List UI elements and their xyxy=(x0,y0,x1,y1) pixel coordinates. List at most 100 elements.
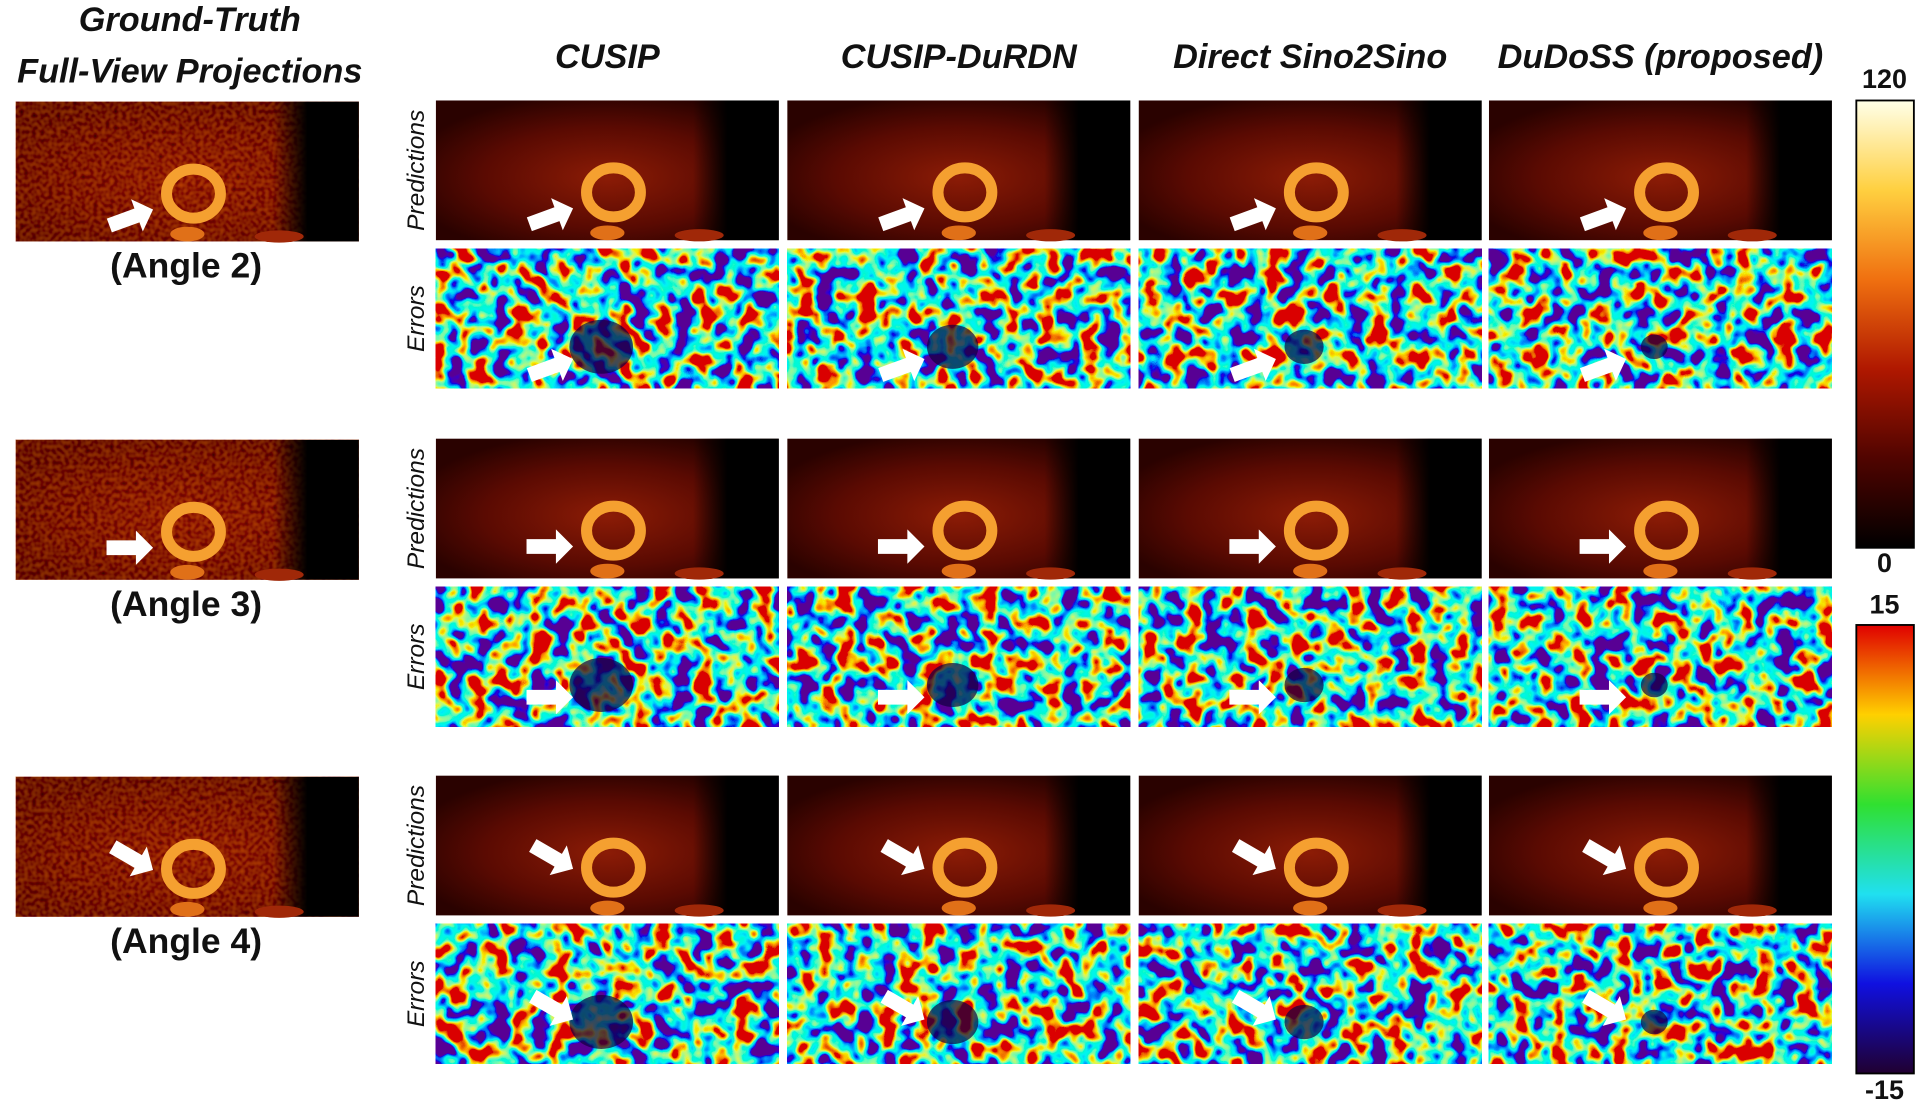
arrow xyxy=(526,198,574,232)
arrow xyxy=(529,839,574,876)
arrow xyxy=(877,680,925,715)
column-title: CUSIP-DuRDN xyxy=(841,38,1078,76)
blob xyxy=(254,230,304,243)
blob xyxy=(932,162,998,223)
arrow xyxy=(526,348,574,382)
error-map xyxy=(1488,923,1832,1064)
error-blob xyxy=(569,319,634,374)
error-map xyxy=(1138,923,1482,1064)
title-line: Ground-Truth xyxy=(79,1,301,39)
blob xyxy=(1727,567,1777,580)
blob xyxy=(1293,225,1328,241)
arrow xyxy=(1231,989,1276,1026)
colorbar-label: 15 xyxy=(1870,590,1900,620)
blob xyxy=(1634,500,1699,561)
colorbar-label: 120 xyxy=(1862,64,1907,94)
arrow xyxy=(1579,348,1627,382)
blob xyxy=(161,838,226,899)
arrow xyxy=(880,839,925,876)
blob xyxy=(1377,904,1427,917)
error-map xyxy=(1488,586,1832,727)
side-label: Errors xyxy=(403,960,430,1027)
arrow xyxy=(1229,348,1276,382)
blob xyxy=(1026,567,1076,580)
arrow xyxy=(1579,198,1627,232)
error-blob xyxy=(1640,672,1668,698)
blob xyxy=(932,837,998,898)
column-title: Direct Sino2Sino xyxy=(1173,38,1447,76)
side-label: Predictions xyxy=(403,110,430,231)
blob xyxy=(581,162,646,223)
side-label: Predictions xyxy=(403,448,430,569)
arrow xyxy=(526,529,574,564)
blob xyxy=(581,837,646,898)
blob xyxy=(170,564,205,580)
blob xyxy=(1283,162,1349,223)
blob xyxy=(581,500,646,561)
arrow xyxy=(878,348,925,382)
arrow xyxy=(1229,529,1276,564)
arrow xyxy=(526,680,574,715)
error-blob xyxy=(569,658,634,712)
row-label: (Angle 3) xyxy=(110,584,262,624)
blob xyxy=(1727,904,1777,917)
blob xyxy=(674,229,724,242)
title-line: Full-View Projections xyxy=(17,53,362,91)
colorbar-label: 0 xyxy=(1877,548,1892,578)
blob xyxy=(1377,567,1427,580)
blob xyxy=(254,568,304,581)
blob xyxy=(1643,900,1678,916)
error-blob xyxy=(926,662,979,708)
error-blob xyxy=(1640,334,1668,360)
blob xyxy=(1283,837,1349,898)
blob xyxy=(1634,162,1699,223)
blob xyxy=(170,901,205,917)
side-label: Predictions xyxy=(403,785,430,906)
blob xyxy=(1293,900,1328,916)
blob xyxy=(941,563,976,579)
arrow xyxy=(1229,680,1276,715)
blob xyxy=(590,225,625,241)
error-map xyxy=(1138,586,1482,727)
blob xyxy=(1727,229,1777,242)
blob xyxy=(941,225,976,241)
error-blob xyxy=(926,324,979,369)
blob xyxy=(1026,904,1076,917)
error-blob xyxy=(926,999,979,1045)
colorbar-label: -15 xyxy=(1865,1075,1904,1105)
error-blob xyxy=(569,995,634,1049)
blob xyxy=(1643,563,1678,579)
blob xyxy=(170,226,205,242)
blob xyxy=(1377,229,1427,242)
arrow xyxy=(106,530,154,565)
arrow xyxy=(1231,839,1276,876)
blob xyxy=(674,904,724,917)
blob xyxy=(590,900,625,916)
arrow xyxy=(529,989,574,1026)
arrow xyxy=(106,199,154,233)
error-blob xyxy=(1284,329,1324,364)
arrow xyxy=(109,840,154,877)
column-title: DuDoSS (proposed) xyxy=(1498,38,1824,76)
blob xyxy=(1643,225,1678,241)
row-label: (Angle 4) xyxy=(110,921,262,961)
blob xyxy=(590,563,625,579)
error-map xyxy=(1138,248,1482,389)
side-label: Errors xyxy=(403,623,430,690)
arrow xyxy=(1582,989,1627,1026)
side-label: Errors xyxy=(403,285,430,352)
arrow xyxy=(1579,680,1627,715)
error-blob xyxy=(1640,1009,1668,1035)
blob xyxy=(254,905,304,918)
blob xyxy=(161,163,226,224)
blob xyxy=(932,500,998,561)
arrow xyxy=(877,529,925,564)
blob xyxy=(1293,563,1328,579)
error-blob xyxy=(1284,1004,1324,1040)
colorbar xyxy=(1855,99,1915,549)
blob xyxy=(941,900,976,916)
blob xyxy=(1026,229,1076,242)
arrow xyxy=(880,989,925,1026)
